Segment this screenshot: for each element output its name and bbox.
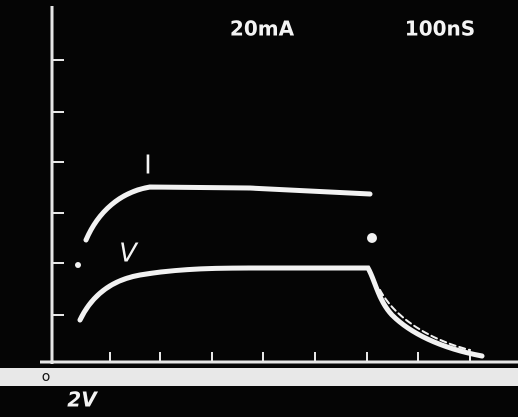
- current-scale-label: 20mA: [230, 17, 295, 41]
- current-trace: [83, 184, 373, 243]
- voltage-trace-label: V: [119, 239, 139, 269]
- voltage-scale-label: 2V: [67, 388, 98, 412]
- trace-dot: [75, 262, 81, 268]
- origin-label: o: [42, 369, 51, 385]
- bottom-strip: [0, 368, 518, 386]
- traces: [77, 184, 485, 359]
- current-trace-label: I: [144, 151, 152, 181]
- graticule: [40, 6, 518, 364]
- time-scale-label: 100nS: [405, 17, 475, 41]
- horizontal-ticks: [109, 352, 471, 362]
- vertical-ticks: [52, 59, 64, 316]
- voltage-trace: [77, 265, 485, 359]
- voltage-decay-echo: [379, 289, 471, 351]
- trace-dot: [367, 233, 377, 243]
